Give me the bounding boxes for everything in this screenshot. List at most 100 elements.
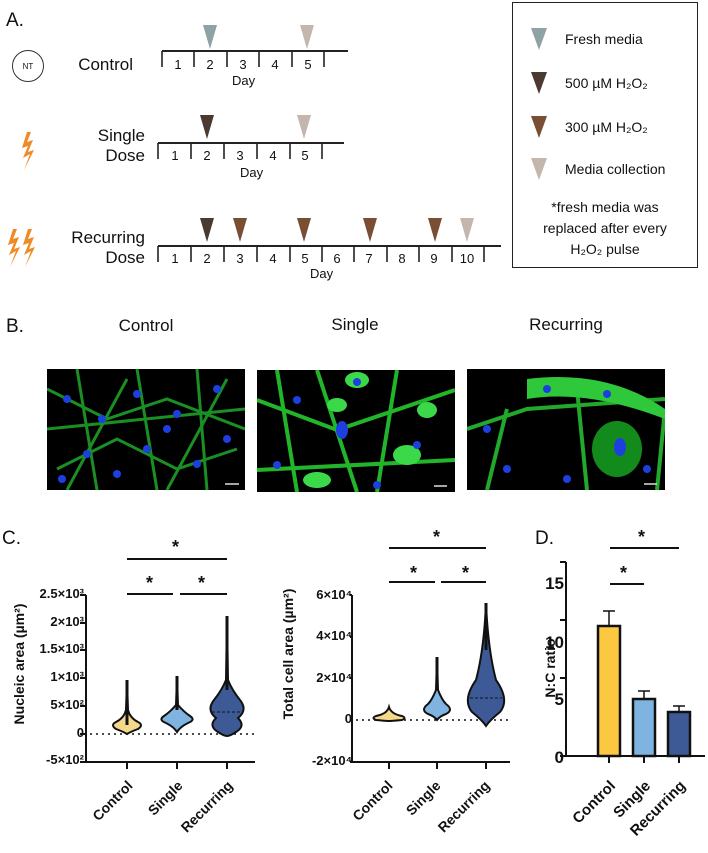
note-line: H₂O₂ pulse: [570, 241, 640, 257]
legend-label: Fresh media: [565, 31, 643, 47]
no-treatment-icon: NT: [12, 50, 44, 82]
day-axis-label: Day: [310, 266, 334, 281]
control-row-label: Control: [78, 55, 133, 74]
control-timeline: [161, 25, 348, 67]
significance-star: *: [172, 537, 180, 557]
day-tick: 6: [333, 251, 341, 266]
significance-star: *: [620, 563, 628, 583]
recurring-timeline: [157, 218, 501, 262]
significance-star: *: [410, 563, 418, 583]
y-tick: 1×10³: [50, 669, 84, 684]
day-tick: 8: [398, 251, 406, 266]
image-title-recurring: Recurring: [529, 315, 603, 334]
micrograph-recurring: [467, 369, 665, 490]
media-collection-marker-icon: [460, 218, 474, 242]
panel-a-label: A.: [6, 10, 24, 31]
day-tick: 3: [239, 57, 247, 72]
significance-star: *: [433, 527, 441, 547]
total-cell-area-violin-plot: [350, 547, 510, 769]
fresh-media-marker-icon: [531, 28, 547, 50]
image-title-single: Single: [331, 315, 379, 334]
label-line: Dose: [105, 248, 145, 267]
day-tick: 5: [301, 251, 309, 266]
y-tick: 1.5×10³: [39, 641, 84, 656]
h2o2-500-marker-icon: [200, 218, 214, 242]
media-collection-marker-icon: [297, 115, 311, 139]
y-tick: 0: [76, 725, 84, 740]
y-tick: 0: [344, 711, 352, 726]
significance-star: *: [462, 563, 470, 583]
day-tick: 5: [301, 148, 309, 163]
day-tick: 1: [174, 57, 182, 72]
single-timeline: [157, 115, 344, 159]
single-dose-label: Single Dose: [55, 126, 145, 166]
h2o2-300-marker-icon: [297, 218, 311, 242]
y-tick: 5×10²: [50, 697, 84, 712]
media-collection-marker-icon: [531, 158, 547, 180]
day-tick: 2: [203, 148, 211, 163]
legend-label: Media collection: [565, 161, 666, 177]
double-lightning-icon: [8, 229, 35, 267]
significance-star: *: [198, 573, 206, 593]
legend-label: 300 µM H₂O₂: [565, 119, 648, 135]
h2o2-300-marker-icon: [363, 218, 377, 242]
significance-star: *: [146, 573, 154, 593]
image-title-control: Control: [118, 316, 174, 335]
panel-d-label: D.: [535, 528, 554, 549]
day-tick: 1: [171, 251, 179, 266]
h2o2-300-marker-icon: [233, 218, 247, 242]
day-tick: 3: [236, 251, 244, 266]
day-tick: 4: [269, 148, 277, 163]
y-tick: 2.5×10³: [39, 586, 84, 601]
y-tick: 10: [545, 633, 564, 652]
y-tick: 6×10⁴: [316, 587, 352, 602]
day-tick: 2: [206, 57, 214, 72]
y-tick: -2×10⁴: [311, 753, 352, 768]
y-tick: 15: [545, 574, 564, 593]
nc-ratio-bar-chart: [560, 547, 705, 763]
legend-note: *fresh media was replaced after every H₂…: [513, 197, 697, 260]
day-axis-label: Day: [240, 165, 264, 180]
significance-star: *: [638, 527, 646, 547]
panel-b-label: B.: [6, 316, 24, 337]
y-tick: 4×10⁴: [316, 628, 352, 643]
media-collection-marker-icon: [300, 25, 314, 49]
day-tick: 5: [304, 57, 312, 72]
h2o2-500-marker-icon: [200, 115, 214, 139]
panel-c-label: C.: [2, 528, 21, 549]
recurring-dose-label: Recurring Dose: [55, 228, 145, 268]
note-line: replaced after every: [543, 220, 667, 236]
day-tick: 7: [365, 251, 373, 266]
y-tick: 0: [554, 748, 564, 767]
legend-box: Fresh media 500 µM H₂O₂ 300 µM H₂O₂ Medi…: [512, 2, 698, 268]
day-tick: 4: [269, 251, 277, 266]
label-line: Single: [97, 126, 145, 145]
nucleic-area-violin-plot: [80, 558, 255, 769]
note-line: *fresh media was: [551, 199, 659, 215]
y-tick: 2×10³: [50, 614, 84, 629]
day-tick: 4: [271, 57, 279, 72]
day-tick: 3: [236, 148, 244, 163]
y-tick: 2×10⁴: [316, 670, 352, 685]
h2o2-300-marker-icon: [428, 218, 442, 242]
label-line: Recurring: [71, 228, 145, 247]
fresh-media-marker-icon: [203, 25, 217, 49]
legend-label: 500 µM H₂O₂: [565, 75, 648, 91]
day-tick: 9: [430, 251, 438, 266]
y-tick: -5×10²: [46, 752, 84, 767]
h2o2-300-marker-icon: [531, 116, 547, 138]
label-line: Dose: [105, 146, 145, 165]
legend-item-500uM: 500 µM H₂O₂: [531, 72, 648, 94]
legend-item-300uM: 300 µM H₂O₂: [531, 116, 648, 138]
day-tick: 2: [203, 251, 211, 266]
micrograph-control: [47, 369, 245, 490]
legend-item-media-collection: Media collection: [531, 158, 665, 180]
h2o2-500-marker-icon: [531, 72, 547, 94]
y-tick: 5: [554, 690, 564, 709]
day-axis-label: Day: [232, 73, 256, 88]
micrograph-single: [257, 370, 455, 492]
day-tick: 10: [459, 251, 475, 266]
y-axis-label: Nucleic area (µm²): [11, 603, 27, 725]
day-tick: 1: [171, 148, 179, 163]
lightning-icon: [22, 132, 34, 170]
